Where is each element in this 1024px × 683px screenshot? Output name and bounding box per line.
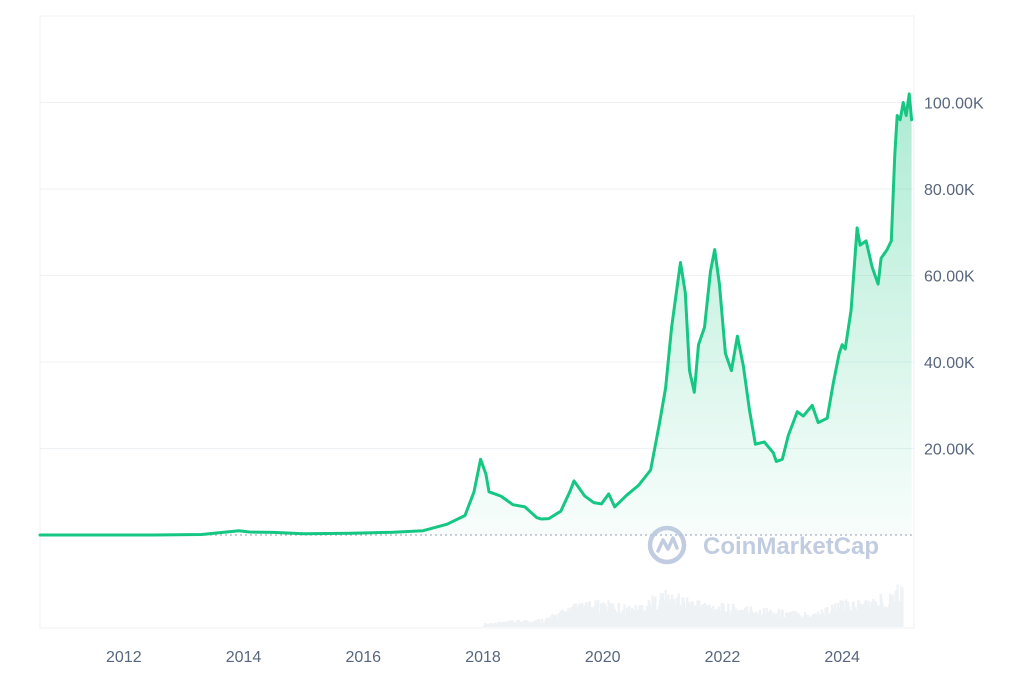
x-tick-label: 2018 (465, 649, 501, 666)
y-tick-label: 100.00K (924, 96, 984, 113)
coinmarketcap-logo-icon (647, 525, 687, 565)
watermark-text: CoinMarketCap (703, 533, 879, 560)
volume-bars (482, 584, 904, 627)
volume-bar (623, 604, 626, 627)
x-tick-label: 2020 (585, 649, 621, 666)
y-tick-label: 20.00K (924, 442, 975, 459)
watermark: CoinMarketCap (647, 525, 879, 565)
y-tick-label: 80.00K (924, 182, 975, 199)
volume-bar (901, 587, 904, 627)
price-line (38, 92, 914, 537)
x-tick-label: 2024 (824, 649, 860, 666)
y-tick-label: 40.00K (924, 355, 975, 372)
x-tick-label: 2014 (226, 649, 262, 666)
x-tick-label: 2016 (345, 649, 381, 666)
y-tick-label: 60.00K (924, 269, 975, 286)
x-tick-label: 2022 (705, 649, 741, 666)
x-tick-label: 2012 (106, 649, 142, 666)
x-axis-labels: 2012 2014 2016 2018 2020 2022 2024 (106, 649, 860, 666)
y-axis-labels: 20.00K 40.00K 60.00K 80.00K 100.00K (924, 96, 984, 459)
price-area-fill (40, 93, 912, 536)
